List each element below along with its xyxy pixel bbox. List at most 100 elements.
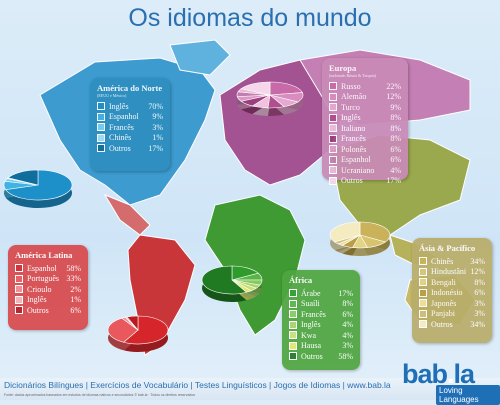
- legend-item-frances[interactable]: Francês 8%: [329, 134, 401, 145]
- legend-label: Alemão: [341, 92, 367, 102]
- legend-value: 3%: [474, 309, 485, 319]
- legend-item-espanhol[interactable]: Espanhol 9%: [97, 112, 163, 123]
- legend-item-hausa[interactable]: Hausa 3%: [289, 341, 353, 352]
- legend-swatch: [289, 320, 297, 329]
- legend-value: 6%: [342, 309, 353, 319]
- pie-slice-outros[interactable]: [201, 265, 248, 295]
- legend-item-espanhol[interactable]: Espanhol 6%: [329, 155, 401, 166]
- legend-item-crioulo[interactable]: Crioulo 2%: [15, 284, 81, 295]
- legend-value: 70%: [148, 101, 163, 111]
- legend-item-ingles[interactable]: Inglês 1%: [15, 295, 81, 306]
- legend-swatch: [97, 123, 105, 132]
- legend-swatch: [419, 320, 427, 329]
- legend-panel-america-latina: América Latina Espanhol 58% Português 33% Cri…: [8, 245, 88, 330]
- legend-item-ingles[interactable]: Inglês 4%: [289, 320, 353, 331]
- legend-item-frances[interactable]: Francês 3%: [97, 122, 163, 133]
- legend-label: Panjabi: [431, 309, 455, 319]
- legend-panel-asia-pacifico: Ásia & Pacífico Chinês 34% Hindustâni 12% Ben…: [412, 238, 492, 343]
- legend-item-ingles[interactable]: Inglês 8%: [329, 113, 401, 124]
- legend-title: Ásia & Pacífico: [419, 243, 476, 253]
- legend-item-italiano[interactable]: Italiano 8%: [329, 123, 401, 134]
- pie-slice-espanhol[interactable]: [122, 315, 169, 345]
- legend-item-hindustani[interactable]: Hindustâni 12%: [419, 267, 485, 278]
- legend-item-outros[interactable]: Outros 58%: [289, 351, 353, 362]
- legend-swatch: [329, 92, 337, 101]
- legend-item-indonesio[interactable]: Indonésio 6%: [419, 288, 485, 299]
- legend-item-polones[interactable]: Polonês 6%: [329, 144, 401, 155]
- pie-slice-outros[interactable]: [126, 315, 139, 331]
- legend-swatch: [289, 341, 297, 350]
- legend-item-outros[interactable]: Outros 6%: [15, 305, 81, 316]
- pie-slice-side-bengali: [352, 243, 368, 257]
- legend-value: 6%: [474, 288, 485, 298]
- legend-item-russo[interactable]: Russo 22%: [329, 81, 401, 92]
- legend-swatch: [15, 295, 23, 304]
- babla-logo[interactable]: bab.la: [402, 359, 475, 390]
- legend-item-outros[interactable]: Outros 17%: [329, 176, 401, 187]
- legend-value: 2%: [70, 284, 81, 294]
- legend-item-frances[interactable]: Francês 6%: [289, 309, 353, 320]
- legend-swatch: [419, 278, 427, 287]
- pie-slice-outros[interactable]: [7, 169, 39, 186]
- legend-value: 6%: [390, 155, 401, 165]
- pie-europa: [236, 81, 304, 116]
- pie-slice-portugues[interactable]: [107, 317, 139, 343]
- legend-item-chines[interactable]: Chinês 34%: [419, 256, 485, 267]
- logo-tagline: Loving Languages: [436, 385, 500, 405]
- legend-item-espanhol[interactable]: Espanhol 58%: [15, 263, 81, 274]
- legend-value: 6%: [70, 305, 81, 315]
- legend-swatch: [329, 145, 337, 154]
- legend-item-turco[interactable]: Turco 9%: [329, 102, 401, 113]
- footer-links[interactable]: Dicionários Bilíngues | Exercícios de Vo…: [4, 380, 391, 390]
- legend-item-portugues[interactable]: Português 33%: [15, 274, 81, 285]
- legend-label: Crioulo: [27, 284, 52, 294]
- pie-slice-ingles[interactable]: [5, 169, 73, 201]
- legend-value: 8%: [474, 277, 485, 287]
- legend-value: 4%: [390, 165, 401, 175]
- legend-item-ucraniano[interactable]: Ucraniano 4%: [329, 165, 401, 176]
- continent-africa: [204, 194, 306, 336]
- footer-bar: [0, 378, 500, 400]
- legend-value: 58%: [66, 263, 81, 273]
- legend-label: Inglês: [341, 113, 361, 123]
- legend-item-outros[interactable]: Outros 17%: [97, 143, 163, 154]
- legend-label: Japonês: [431, 298, 457, 308]
- legend-value: 17%: [338, 288, 353, 298]
- legend-item-bengali[interactable]: Bengali 8%: [419, 277, 485, 288]
- pie-slice-outros[interactable]: [329, 221, 361, 243]
- legend-value: 12%: [386, 92, 401, 102]
- legend-value: 4%: [342, 330, 353, 340]
- legend-label: Outros: [341, 176, 363, 186]
- legend-item-arabe[interactable]: Árabe 17%: [289, 288, 353, 299]
- pie-slice-russo[interactable]: [269, 81, 303, 96]
- legend-swatch: [419, 267, 427, 276]
- pie-america-do-norte: [3, 169, 73, 208]
- pie-slice-outros[interactable]: [240, 81, 271, 96]
- legend-swatch: [329, 82, 337, 91]
- legend-label: Hausa: [301, 341, 321, 351]
- legend-subtitle: (incluindo Rússia & Turquia): [329, 73, 377, 78]
- legend-item-ingles[interactable]: Inglês 70%: [97, 101, 163, 112]
- legend-item-chines[interactable]: Chinês 1%: [97, 133, 163, 144]
- legend-label: Outros: [27, 305, 49, 315]
- legend-item-japones[interactable]: Japonês 3%: [419, 298, 485, 309]
- legend-swatch: [289, 299, 297, 308]
- legend-swatch: [329, 124, 337, 133]
- legend-panel-europa: Europa (incluindo Rússia & Turquia) Russo 2…: [322, 58, 408, 185]
- legend-swatch: [289, 331, 297, 340]
- legend-item-alemao[interactable]: Alemão 12%: [329, 92, 401, 103]
- legend-value: 8%: [390, 123, 401, 133]
- legend-swatch: [289, 310, 297, 319]
- legend-item-outros[interactable]: Outros 34%: [419, 319, 485, 330]
- legend-item-panjabi[interactable]: Panjabi 3%: [419, 309, 485, 320]
- legend-item-suaili[interactable]: Suaíli 8%: [289, 299, 353, 310]
- legend-label: Russo: [341, 81, 361, 91]
- page-title: Os idiomas do mundo: [128, 4, 372, 32]
- continent-central-america: [103, 193, 151, 236]
- legend-swatch: [419, 257, 427, 266]
- legend-item-kwa[interactable]: Kwa 4%: [289, 330, 353, 341]
- logo-text: bab: [402, 359, 448, 389]
- legend-value: 8%: [390, 113, 401, 123]
- legend-value: 33%: [66, 274, 81, 284]
- legend-title: América do Norte: [97, 83, 163, 93]
